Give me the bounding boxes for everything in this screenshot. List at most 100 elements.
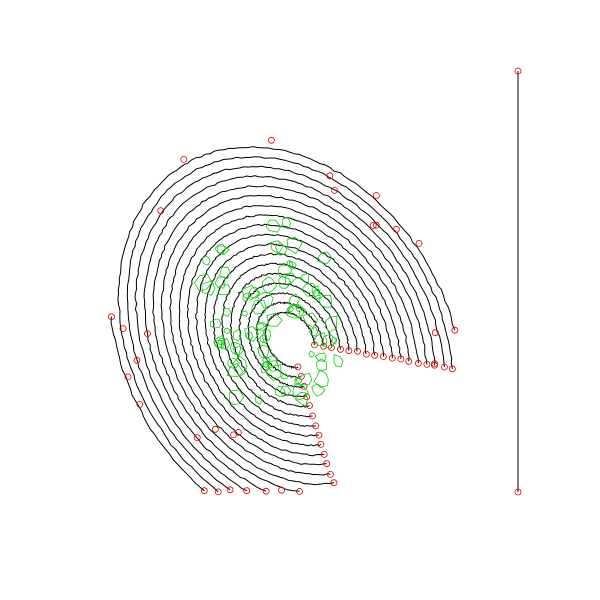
core-network [220, 337, 231, 350]
core-network [280, 373, 289, 380]
ridge [143, 175, 436, 492]
core-network [286, 260, 294, 269]
core-network [314, 352, 327, 362]
minutia [423, 360, 431, 368]
core-network [266, 312, 283, 327]
core-network [265, 364, 282, 381]
core-network [261, 357, 271, 364]
minutia [267, 136, 275, 144]
core-network [228, 389, 245, 405]
minutia [300, 382, 308, 390]
core-network [244, 326, 260, 342]
core-network [286, 305, 294, 312]
core-network [301, 282, 318, 297]
ridge [169, 205, 410, 476]
minutia [371, 351, 379, 359]
minutia [211, 425, 219, 433]
core-network [308, 326, 319, 337]
minutia [157, 207, 165, 215]
minutia [397, 355, 405, 363]
core-network [265, 219, 282, 233]
minutia [372, 192, 380, 199]
core-network [311, 383, 326, 397]
minutia [214, 488, 222, 496]
core-network [251, 300, 268, 315]
core-network [201, 255, 211, 266]
ridge [195, 233, 385, 447]
core-network [213, 334, 225, 349]
minutia [405, 357, 413, 365]
core-network [219, 266, 231, 280]
minutia [431, 329, 439, 337]
minutia [200, 487, 208, 495]
core-network [292, 383, 309, 401]
ridge [152, 185, 428, 492]
core-network [223, 307, 232, 317]
minutia [278, 486, 285, 494]
minutia [312, 422, 320, 430]
minutia [379, 353, 387, 360]
minutia [294, 363, 302, 371]
minutia [133, 356, 141, 364]
minutia [124, 373, 132, 381]
minutia [372, 221, 380, 229]
ridge [178, 214, 402, 466]
core-network [267, 360, 280, 373]
core-network [281, 216, 292, 230]
core-network [255, 394, 263, 405]
minutia [119, 325, 127, 333]
core-network [313, 369, 329, 388]
core-network [256, 291, 274, 309]
minutia [320, 342, 328, 350]
core-network [318, 294, 333, 308]
core-network [315, 358, 328, 372]
core-network [313, 288, 321, 300]
ridge [221, 262, 358, 418]
scale-end [514, 488, 522, 496]
core-network [223, 327, 231, 334]
scale-end [514, 67, 522, 75]
core-network [333, 354, 344, 368]
core-network [227, 357, 240, 369]
core-network [262, 329, 272, 342]
ridge [186, 223, 393, 457]
minutia [326, 470, 334, 478]
core-network [229, 341, 242, 357]
core-network [275, 385, 286, 397]
minutia [226, 486, 234, 494]
core-network [214, 243, 227, 255]
ridge [204, 243, 376, 437]
core-network [261, 276, 278, 294]
minutia [431, 360, 439, 368]
ridge [264, 311, 316, 370]
minutia [415, 239, 423, 247]
ridge [126, 156, 453, 491]
core-network [242, 292, 250, 302]
minutia [330, 479, 338, 487]
ridge [117, 146, 456, 493]
minutia [230, 431, 237, 439]
core-network [201, 280, 216, 296]
minutia [331, 186, 338, 194]
core-network [214, 276, 226, 289]
core-network [217, 245, 230, 256]
minutia [362, 350, 370, 358]
core-network [324, 315, 338, 333]
core-network [311, 285, 320, 297]
core-network [331, 337, 338, 345]
minutia [108, 313, 115, 321]
minutia [451, 326, 459, 334]
minutia [193, 434, 201, 442]
core-network [274, 242, 288, 256]
ridge [110, 316, 205, 492]
core-network [256, 322, 268, 332]
core-network [270, 240, 284, 255]
core-network [284, 272, 297, 285]
minutia [306, 402, 313, 410]
core-network [322, 333, 337, 350]
core-network [308, 350, 315, 358]
core-network [245, 332, 254, 341]
core-network [295, 391, 309, 407]
minutia [354, 347, 361, 355]
minutia [369, 221, 377, 229]
